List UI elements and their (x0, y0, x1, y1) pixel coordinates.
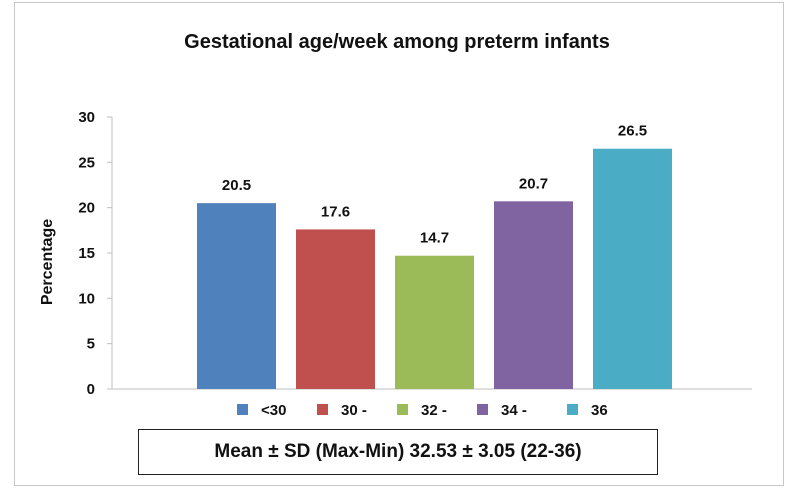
legend-swatch (477, 404, 488, 415)
legend-label: <30 (261, 402, 286, 419)
legend-swatch (317, 404, 328, 415)
legend-swatch (567, 404, 578, 415)
data-label: 26.5 (618, 123, 647, 140)
stats-box: Mean ± SD (Max-Min) 32.53 ± 3.05 (22-36) (138, 429, 658, 475)
data-label: 20.7 (519, 175, 548, 192)
legend-item: 34 - (477, 402, 527, 419)
legend: <30 30 - 32 - 34 - 36 (237, 402, 608, 419)
data-label: 17.6 (321, 203, 350, 220)
legend-label: 30 - (341, 402, 367, 419)
y-tick-label: 25 (78, 154, 95, 171)
bar (395, 255, 474, 389)
legend-swatch (237, 404, 248, 415)
chart-title: Gestational age/week among preterm infan… (184, 31, 610, 53)
bar (296, 229, 375, 389)
y-tick-label: 15 (78, 245, 95, 262)
y-tick-label: 10 (78, 290, 95, 307)
legend-item: 30 - (317, 402, 367, 419)
bars (197, 148, 672, 389)
bar (197, 203, 276, 389)
legend-item: <30 (237, 402, 286, 419)
y-tick-label: 0 (87, 381, 95, 398)
y-tick-label: 20 (78, 200, 95, 217)
y-axis-label: Percentage (39, 219, 56, 305)
stats-text: Mean ± SD (Max-Min) 32.53 ± 3.05 (22-36) (214, 441, 582, 462)
y-tick-label: 30 (78, 109, 95, 126)
legend-swatch (397, 404, 408, 415)
bar (494, 201, 573, 389)
y-tick-label: 5 (87, 336, 95, 353)
data-labels: 20.5 17.6 14.7 20.7 26.5 (222, 123, 647, 247)
bar (593, 148, 672, 389)
legend-label: 36 (591, 402, 608, 419)
data-label: 14.7 (420, 230, 449, 247)
legend-label: 32 - (421, 402, 447, 419)
legend-label: 34 - (501, 402, 527, 419)
data-label: 20.5 (222, 177, 251, 194)
legend-item: 32 - (397, 402, 447, 419)
legend-item: 36 (567, 402, 608, 419)
